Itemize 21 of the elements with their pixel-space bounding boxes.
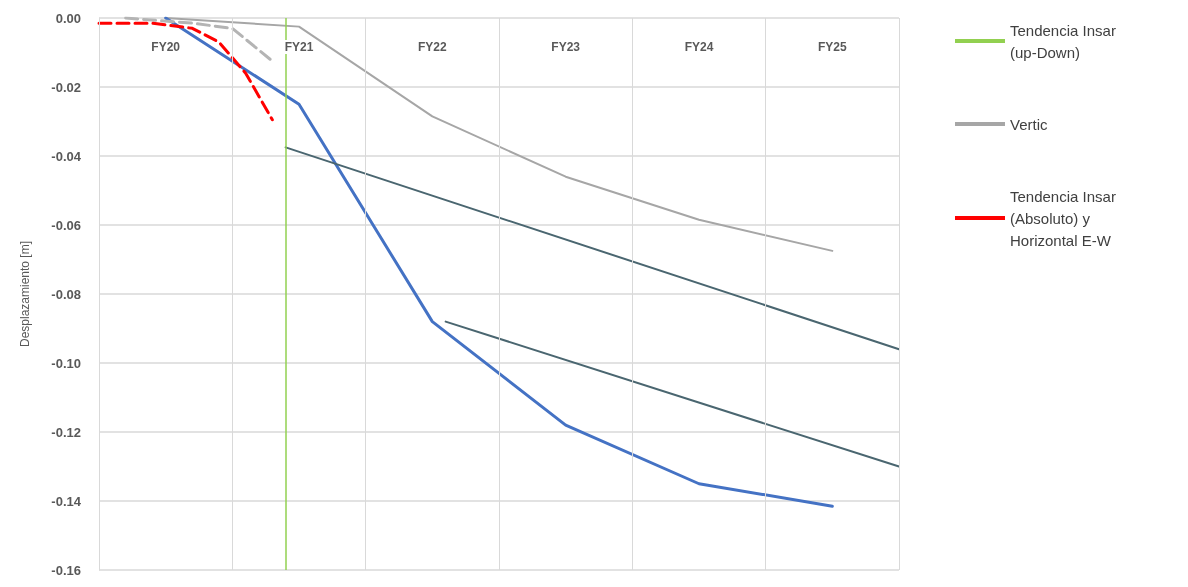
x-tick-label: FY24	[684, 40, 714, 54]
x-tick-label: FY22	[417, 40, 447, 54]
y-tick-label: 0.00	[55, 10, 81, 26]
y-axis-title: Desplazamiento [m]	[18, 240, 32, 348]
x-tick-label: FY20	[151, 40, 181, 54]
y-tick-label: -0.02	[51, 79, 81, 95]
y-tick-label: -0.10	[51, 355, 81, 371]
x-tick-label: FY23	[551, 40, 581, 54]
y-tick-label: -0.04	[51, 148, 82, 164]
line-series	[124, 16, 274, 63]
y-tick-label: -0.14	[51, 493, 82, 509]
y-tick-label: -0.16	[51, 562, 81, 578]
line-series	[97, 21, 274, 122]
x-tick-label: FY21	[284, 40, 314, 54]
legend-label: Tendencia Insar (up-Down)	[1010, 21, 1121, 61]
y-tick-label: -0.08	[51, 286, 81, 302]
y-tick-label: -0.06	[51, 217, 81, 233]
legend-label: Tendencia Insar (Absoluto) y Horizontal E-W	[1010, 187, 1121, 249]
y-tick-label: -0.12	[51, 424, 81, 440]
x-tick-label: FY25	[817, 40, 847, 54]
legend-label: Vertic	[1010, 115, 1049, 133]
